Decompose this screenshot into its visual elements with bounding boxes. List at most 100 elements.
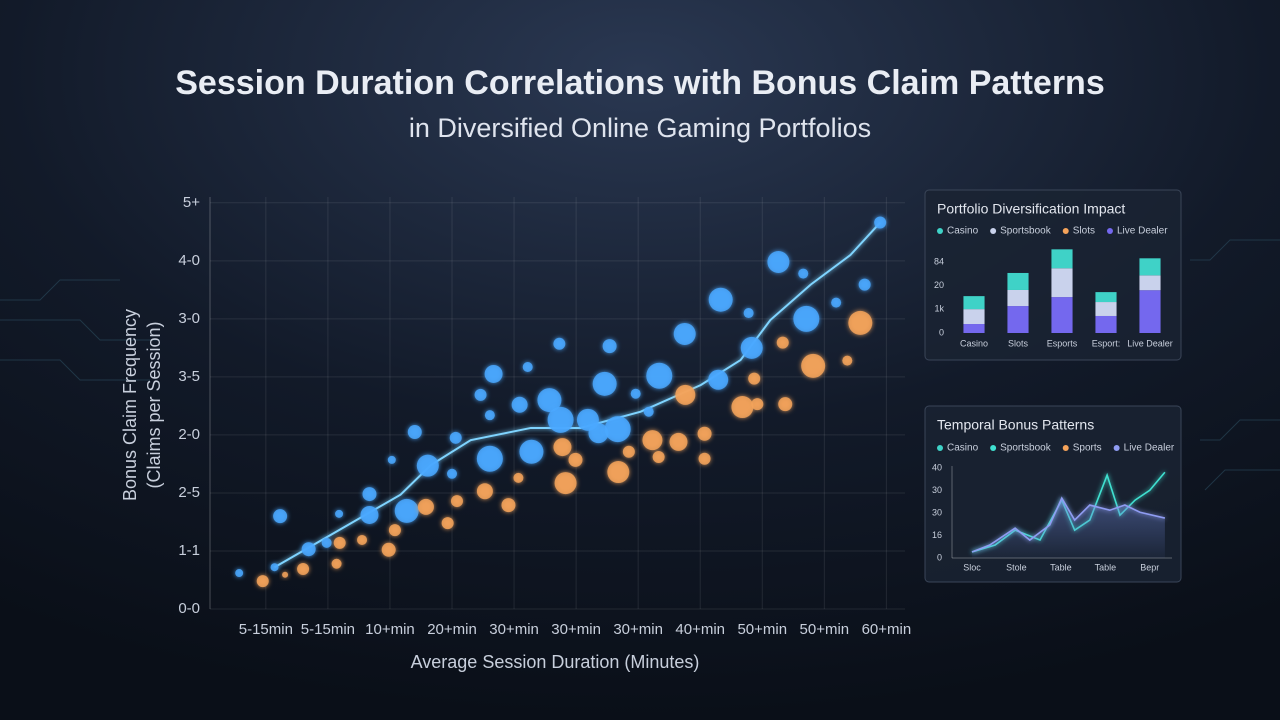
bubble: [708, 369, 729, 390]
bubble: [273, 509, 288, 524]
bubble: [537, 388, 562, 413]
bubble: [484, 410, 495, 421]
bubble: [740, 336, 763, 359]
legend-label: Casino: [947, 226, 979, 237]
legend-swatch: [990, 228, 997, 234]
legend-label: Live Dealer: [1117, 226, 1168, 237]
bubble: [698, 452, 711, 465]
y-tick-label: 0: [937, 552, 942, 562]
bubble: [394, 498, 419, 523]
bubble: [501, 498, 516, 513]
y-tick-label: 84: [934, 256, 944, 266]
bubble: [778, 397, 793, 412]
bubble: [519, 439, 544, 464]
y-tick-label: 4-0: [178, 252, 200, 269]
bubble: [642, 430, 663, 451]
bubble: [235, 569, 244, 578]
legend-label: Casino: [947, 443, 979, 454]
x-tick-label: Esports: [1047, 338, 1078, 348]
bubble: [407, 425, 422, 440]
line: [971, 496, 1166, 553]
bubble: [731, 396, 754, 419]
bubble: [333, 536, 346, 549]
bubble: [798, 268, 809, 279]
bubble: [449, 431, 462, 444]
bubble: [321, 537, 332, 548]
bubble: [743, 308, 754, 319]
bar-segment: [1051, 297, 1073, 333]
bar-segment: [1007, 289, 1029, 307]
legend-swatch: [1062, 445, 1069, 451]
y-tick-label: 30: [932, 507, 942, 517]
bubble: [387, 455, 396, 464]
bubble: [554, 472, 577, 495]
bar-segment: [1051, 268, 1073, 298]
bubble: [767, 250, 790, 273]
x-tick-label: Live Dealer: [1127, 338, 1173, 348]
bubble: [831, 297, 842, 308]
bubble: [622, 445, 635, 458]
x-tick-label: Slots: [1008, 338, 1029, 348]
bubble: [588, 423, 609, 444]
x-tick-label: 30+min: [489, 621, 539, 638]
x-tick-label: Table: [1050, 562, 1072, 572]
x-tick-label: 20+min: [427, 621, 477, 638]
bar-segment: [1095, 292, 1117, 303]
bubble: [297, 562, 310, 575]
bubble: [417, 498, 434, 515]
bar-segment: [1051, 249, 1073, 269]
legend-swatch: [990, 445, 997, 451]
x-tick-label: 5-15min: [301, 621, 355, 638]
bubble: [842, 355, 853, 366]
bubble: [547, 406, 574, 433]
x-tick-label: Bepr: [1140, 562, 1159, 572]
bubble: [360, 505, 379, 524]
bubble: [630, 388, 641, 399]
bubble: [568, 452, 583, 467]
bubble: [447, 468, 458, 479]
bubble: [801, 353, 826, 378]
y-tick-label: 5+: [183, 194, 200, 211]
bubble: [362, 487, 377, 502]
y-tick-label: 0-0: [178, 600, 200, 617]
bar-segment: [963, 324, 985, 333]
legend-swatch: [1113, 445, 1120, 451]
bar-segment: [1139, 290, 1161, 333]
bubble: [270, 563, 279, 572]
panel-title: Temporal Bonus Patterns: [937, 417, 1094, 433]
x-tick-label: 60+min: [862, 621, 912, 638]
legend-label: Sports: [1073, 443, 1102, 454]
bubble: [450, 495, 463, 508]
bubble: [441, 517, 454, 530]
x-tick-label: Table: [1095, 562, 1117, 572]
bubble: [874, 216, 887, 229]
x-axis-label: Average Session Duration (Minutes): [411, 652, 700, 672]
y-tick-label: 3-0: [178, 310, 200, 327]
bar-segment: [1007, 306, 1029, 333]
bar-segment: [963, 309, 985, 325]
bubble: [484, 364, 503, 383]
x-tick-label: 30+min: [551, 621, 601, 638]
y-axis-label-line: Bonus Claim Frequency: [120, 309, 140, 501]
legend-label: Slots: [1073, 226, 1095, 237]
x-tick-label: 50+min: [737, 621, 787, 638]
chart-subtitle: in Diversified Online Gaming Portfolios: [409, 113, 871, 143]
x-tick-label: 30+min: [613, 621, 663, 638]
y-axis-label: Bonus Claim Frequency (Claims per Sessio…: [120, 309, 164, 501]
y-tick-label: 0: [939, 327, 944, 337]
bubble: [643, 406, 654, 417]
bubble: [697, 426, 712, 441]
bubble: [607, 461, 630, 484]
bubble: [474, 388, 487, 401]
bubble: [751, 398, 764, 411]
bubble: [592, 371, 617, 396]
x-tick-label: 5-15min: [239, 621, 293, 638]
legend-swatch: [1062, 228, 1069, 234]
bar-segment: [1095, 302, 1117, 316]
bubble: [513, 472, 524, 483]
legend-swatch: [937, 228, 943, 234]
legend-label: Sportsbook: [1000, 443, 1052, 454]
bubble: [335, 509, 344, 518]
x-tick-label: 50+min: [800, 621, 850, 638]
